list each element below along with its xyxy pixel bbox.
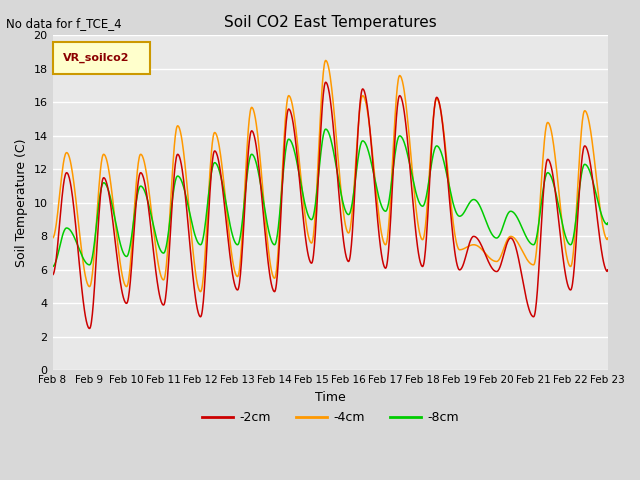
FancyBboxPatch shape: [52, 42, 150, 74]
Text: No data for f_TCE_4: No data for f_TCE_4: [6, 17, 122, 30]
Text: VR_soilco2: VR_soilco2: [63, 53, 129, 63]
Y-axis label: Soil Temperature (C): Soil Temperature (C): [15, 139, 28, 267]
X-axis label: Time: Time: [315, 391, 346, 404]
Legend: -2cm, -4cm, -8cm: -2cm, -4cm, -8cm: [196, 407, 463, 430]
Title: Soil CO2 East Temperatures: Soil CO2 East Temperatures: [224, 15, 436, 30]
